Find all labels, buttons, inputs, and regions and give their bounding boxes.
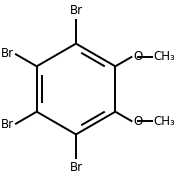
Text: Br: Br xyxy=(70,161,83,174)
Text: Br: Br xyxy=(1,47,14,60)
Text: Br: Br xyxy=(70,4,83,17)
Text: CH₃: CH₃ xyxy=(154,50,175,63)
Text: O: O xyxy=(133,115,142,128)
Text: Br: Br xyxy=(1,118,14,131)
Text: CH₃: CH₃ xyxy=(154,115,175,128)
Text: O: O xyxy=(133,50,142,63)
